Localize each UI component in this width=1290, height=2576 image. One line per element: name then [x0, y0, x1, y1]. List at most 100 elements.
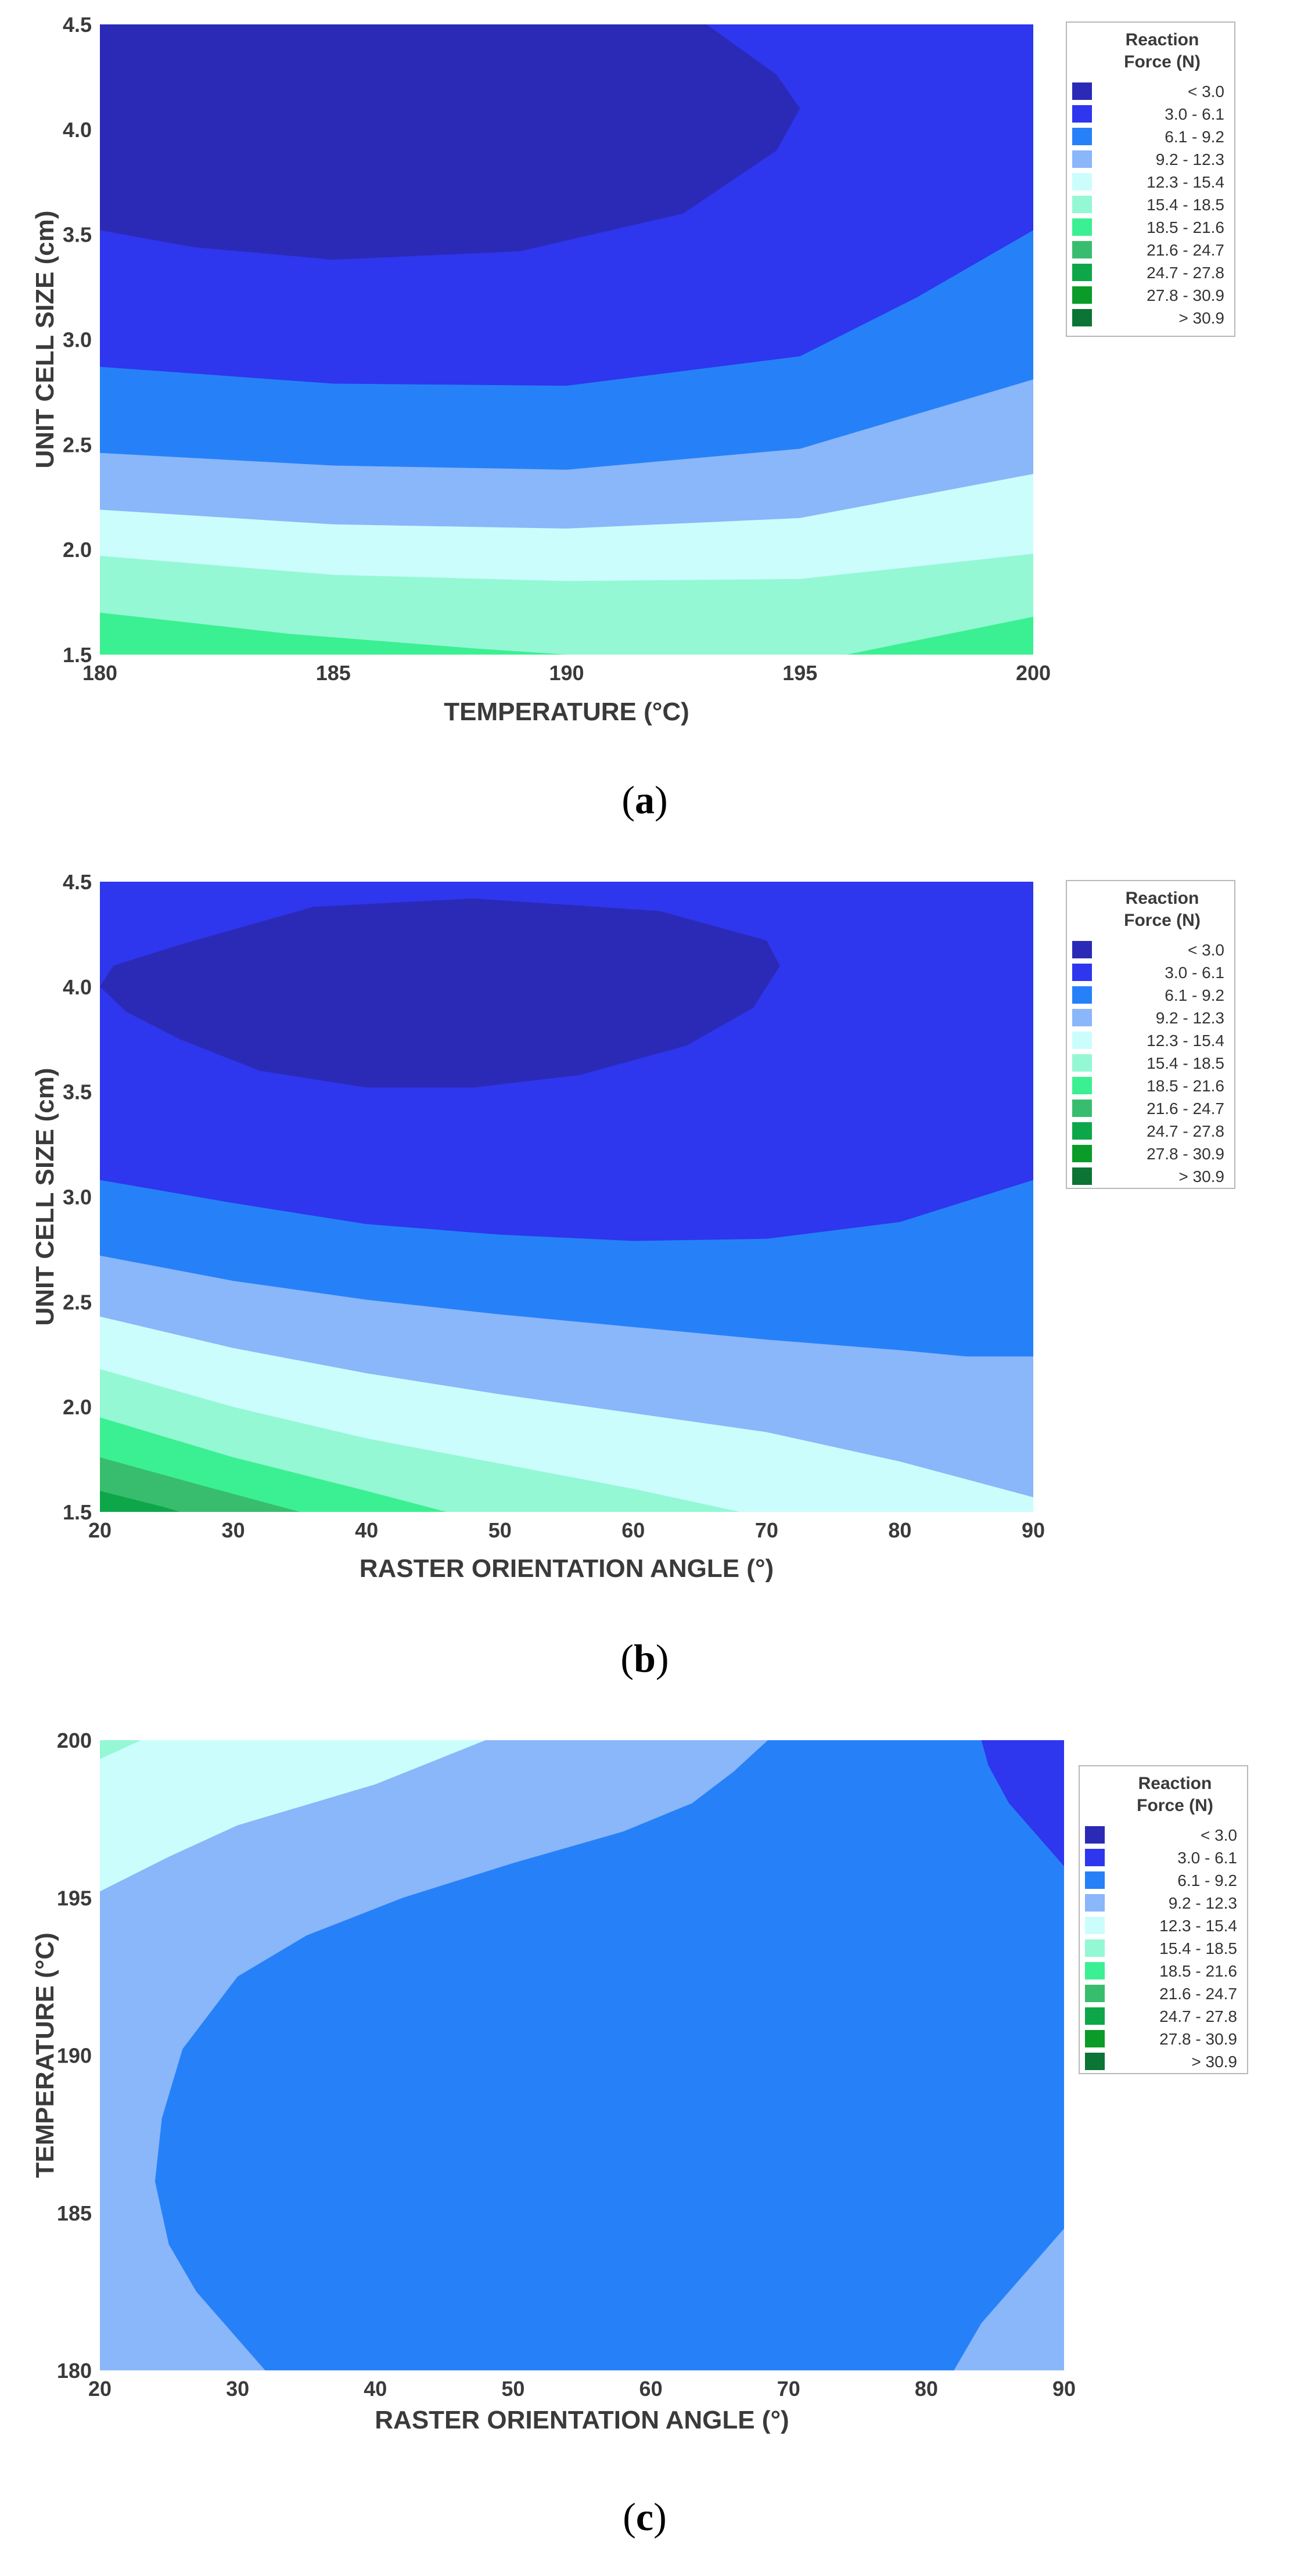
- x-tick-label: 180: [82, 661, 117, 685]
- legend-swatch: [1072, 82, 1092, 100]
- legend-label: 24.7 - 27.8: [1159, 2007, 1237, 2025]
- legend-title-line2: Force (N): [1137, 1796, 1213, 1815]
- x-tick-label: 185: [316, 661, 351, 685]
- x-tick-label: 80: [915, 2377, 938, 2401]
- legend-swatch: [1072, 105, 1092, 123]
- legend-swatch: [1072, 1009, 1092, 1026]
- contour-region-15.4-18.5: [100, 554, 1033, 655]
- contour-region-15.4-18.5: [100, 1740, 142, 1759]
- contour-regions: [100, 24, 1033, 655]
- legend-swatch: [1072, 1032, 1092, 1049]
- legend-swatch: [1072, 264, 1092, 281]
- legend-swatch: [1072, 173, 1092, 191]
- legend-label: 21.6 - 24.7: [1147, 241, 1224, 259]
- panel-caption: (a): [621, 778, 667, 822]
- y-tick-label: 3.0: [63, 1185, 92, 1209]
- contour-chart-c: 20 30 40 50 60 70 80 90 180 185 190 195 200 RASTER OR…: [31, 1729, 1248, 2539]
- legend-label: < 3.0: [1188, 82, 1224, 100]
- contour-chart-a: 180 185 190 195 200 1.5 2.0 2.5 3.0 3.5 4.0 4.5 TEMP…: [31, 13, 1235, 822]
- legend-swatch: [1072, 309, 1092, 326]
- legend-swatch: [1085, 1985, 1105, 2002]
- legend-swatch: [1085, 2007, 1105, 2025]
- contour-chart-b: 20 30 40 50 60 70 80 90 1.5 2.0 2.5 3.0 3.5 4.0 4.5 RAS…: [31, 870, 1235, 1680]
- legend-swatch: [1085, 1849, 1105, 1866]
- y-tick-label: 185: [57, 2201, 92, 2225]
- legend: Reaction Force (N) < 3.0 3.0 - 6.1 6.1 - 9.2…: [1079, 1765, 1248, 2074]
- y-tick-label: 195: [57, 1886, 92, 1910]
- legend-label: 27.8 - 30.9: [1147, 1145, 1224, 1163]
- legend-label: 15.4 - 18.5: [1147, 1054, 1224, 1072]
- legend-swatch: [1072, 1145, 1092, 1162]
- legend-label: > 30.9: [1191, 2053, 1237, 2071]
- panel-caption: (b): [620, 1636, 669, 1680]
- legend-box: [1066, 880, 1235, 1189]
- x-tick-label: 40: [355, 1518, 378, 1542]
- x-tick-label: 30: [226, 2377, 249, 2401]
- x-tick-label: 195: [782, 661, 817, 685]
- panel-caption: (c): [623, 2495, 667, 2539]
- legend-swatch: [1085, 1939, 1105, 1957]
- y-tick-label: 1.5: [63, 643, 92, 667]
- legend-swatch: [1072, 1077, 1092, 1094]
- legend-label: 15.4 - 18.5: [1147, 196, 1224, 214]
- legend-swatch: [1072, 1167, 1092, 1185]
- legend-swatch: [1072, 241, 1092, 258]
- chart-panel-b: 20 30 40 50 60 70 80 90 1.5 2.0 2.5 3.0 3.5 4.0 4.5 RAS…: [0, 858, 1290, 1717]
- legend-label: 27.8 - 30.9: [1159, 2030, 1237, 2048]
- legend-title-line2: Force (N): [1124, 911, 1201, 930]
- x-axis-title: RASTER ORIENTATION ANGLE (°): [375, 2406, 789, 2434]
- legend-label: 27.8 - 30.9: [1147, 286, 1224, 304]
- legend-swatch: [1072, 1100, 1092, 1117]
- legend-label: 21.6 - 24.7: [1159, 1985, 1237, 2003]
- contour-region-18.5-21.6: [100, 612, 1033, 655]
- contour-region-21.6-24.7: [100, 1457, 300, 1512]
- legend-label: 9.2 - 12.3: [1169, 1894, 1237, 1912]
- legend-label: 24.7 - 27.8: [1147, 1122, 1224, 1140]
- contour-regions: [100, 882, 1033, 1512]
- x-tick-label: 70: [755, 1518, 778, 1542]
- legend-swatch: [1072, 1054, 1092, 1072]
- x-tick-label: 200: [1016, 661, 1051, 685]
- x-tick-label: 50: [501, 2377, 524, 2401]
- y-tick-label: 3.0: [63, 328, 92, 352]
- y-axis-title: UNIT CELL SIZE (cm): [31, 1068, 59, 1325]
- y-tick-label: 200: [57, 1729, 92, 1752]
- x-tick-label: 20: [88, 1518, 112, 1542]
- legend-swatch: [1072, 286, 1092, 304]
- y-tick-label: 190: [57, 2044, 92, 2068]
- legend-label: 9.2 - 12.3: [1156, 150, 1224, 168]
- legend-label: 18.5 - 21.6: [1159, 1962, 1237, 1980]
- y-tick-label: 4.0: [63, 975, 92, 999]
- legend-swatch: [1072, 196, 1092, 213]
- x-tick-label: 70: [777, 2377, 800, 2401]
- x-tick-label: 20: [88, 2377, 112, 2401]
- legend-label: < 3.0: [1201, 1826, 1237, 1844]
- legend-swatch: [1085, 1962, 1105, 1979]
- legend-label: 6.1 - 9.2: [1177, 1871, 1237, 1889]
- legend-label: 18.5 - 21.6: [1147, 1077, 1224, 1095]
- x-tick-label: 90: [1022, 1518, 1045, 1542]
- legend-label: 9.2 - 12.3: [1156, 1009, 1224, 1027]
- legend: Reaction Force (N) < 3.0 3.0 - 6.1 6.1 - 9.2…: [1066, 21, 1235, 337]
- legend-swatch: [1072, 941, 1092, 958]
- legend-label: > 30.9: [1178, 309, 1224, 327]
- legend-swatch: [1072, 1122, 1092, 1140]
- contour-region-12.3-15.4: [100, 1740, 486, 1892]
- y-tick-label: 2.0: [63, 1395, 92, 1419]
- legend-label: > 30.9: [1178, 1167, 1224, 1185]
- y-axis-title: TEMPERATURE (°C): [31, 1932, 59, 2178]
- contour-region-6.1-9.2: [154, 1740, 1064, 2370]
- x-tick-label: 40: [364, 2377, 387, 2401]
- legend-label: 12.3 - 15.4: [1147, 173, 1224, 191]
- contour-region-3.0-6.1: [981, 1740, 1064, 1866]
- chart-panel-a: 180 185 190 195 200 1.5 2.0 2.5 3.0 3.5 4.0 4.5 TEMP…: [0, 0, 1290, 858]
- y-tick-label: 3.5: [63, 1080, 92, 1104]
- legend-label: < 3.0: [1188, 941, 1224, 959]
- legend-label: 3.0 - 6.1: [1177, 1849, 1237, 1867]
- x-tick-label: 80: [888, 1518, 911, 1542]
- legend-swatch: [1072, 964, 1092, 981]
- legend-swatch: [1085, 1894, 1105, 1912]
- x-tick-label: 60: [639, 2377, 663, 2401]
- y-tick-label: 180: [57, 2359, 92, 2383]
- y-tick-label: 4.5: [63, 870, 92, 894]
